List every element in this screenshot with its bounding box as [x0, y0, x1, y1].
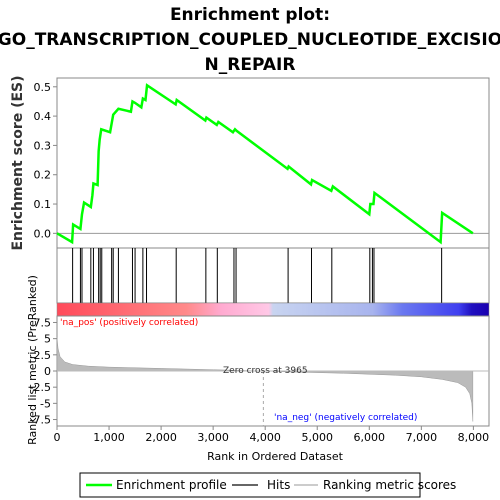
enrichment-profile-line — [56, 83, 474, 245]
es-y-axis-label: Enrichment score (ES) — [10, 75, 26, 250]
es-panel-frame — [56, 77, 490, 249]
es-y-tick-label: 0.3 — [34, 139, 52, 152]
negative-correlation-label: 'na_neg' (negatively correlated) — [274, 413, 417, 423]
ranking-metric-area — [56, 337, 474, 422]
x-tick-label: 1,000 — [93, 431, 125, 444]
es-y-tick-label: 0.1 — [34, 198, 52, 211]
x-tick-label: 4,000 — [249, 431, 281, 444]
metric-y-tick-label: -7.5 — [30, 414, 51, 427]
x-tick-label: 0 — [54, 431, 61, 444]
es-y-tick-label: 0.2 — [34, 169, 52, 182]
x-tick-label: 8,000 — [458, 431, 490, 444]
x-axis-label: Rank in Ordered Dataset — [207, 450, 344, 463]
hits-markers — [72, 248, 443, 303]
x-tick-label: 3,000 — [197, 431, 229, 444]
legend-hits-label: Hits — [267, 478, 290, 492]
hits-panel-frame — [56, 247, 490, 304]
zero-cross-label: Zero cross at 3965 — [223, 366, 308, 376]
es-y-tick-label: 0.0 — [34, 227, 52, 240]
es-y-tick-label: 0.5 — [34, 81, 52, 94]
metric-y-tick-label: 7.5 — [34, 316, 52, 329]
metric-y-tick-label: 2.5 — [34, 349, 52, 362]
positive-correlation-label: 'na_pos' (positively correlated) — [60, 318, 198, 328]
metric-y-tick-label: -5 — [40, 397, 51, 410]
es-y-axis: 0.0 0.1 0.2 0.3 0.4 0.5 — [34, 81, 57, 240]
x-tick-label: 2,000 — [145, 431, 177, 444]
metric-y-tick-label: 0 — [44, 365, 51, 378]
metric-y-axis: -7.5 -5 -2.5 0 2.5 5 7.5 — [30, 316, 57, 427]
metric-y-tick-label: 5 — [44, 333, 51, 346]
metric-y-axis-label: Ranked list metric (PreRanked) — [26, 275, 39, 445]
chart-title-line-1: Enrichment plot: — [170, 5, 330, 25]
x-tick-label: 5,000 — [301, 431, 333, 444]
legend-enrichment-label: Enrichment profile — [116, 478, 227, 492]
es-y-tick-label: 0.4 — [34, 110, 52, 123]
x-axis: 0 1,000 2,000 3,000 4,000 5,000 6,000 7,000 8,00… — [54, 426, 490, 444]
x-tick-label: 7,000 — [406, 431, 438, 444]
ranking-color-bar — [56, 302, 490, 317]
metric-y-tick-label: -2.5 — [30, 381, 51, 394]
chart-title-line-3: N_REPAIR — [205, 55, 296, 75]
x-tick-label: 6,000 — [354, 431, 386, 444]
legend-ranking-label: Ranking metric scores — [323, 478, 456, 492]
chart-title-line-2: GO_TRANSCRIPTION_COUPLED_NUCLEOTIDE_EXCI… — [0, 30, 500, 50]
